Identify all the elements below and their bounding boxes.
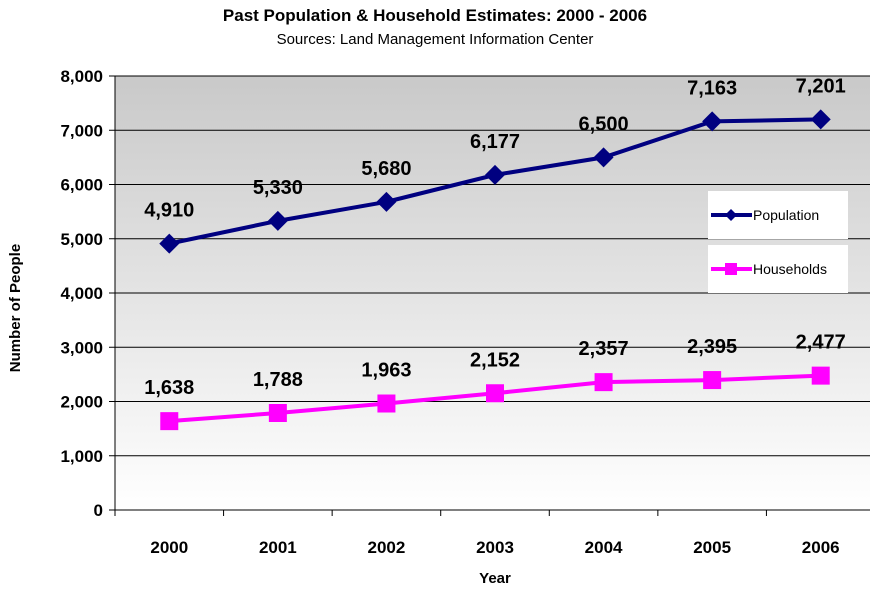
- population-point: [376, 191, 397, 212]
- x-tick-label: 2000: [150, 538, 188, 557]
- x-axis-label: Year: [479, 570, 511, 587]
- chart-subtitle: Sources: Land Management Information Cen…: [276, 31, 594, 48]
- population-data-label: 6,500: [579, 113, 629, 135]
- x-tick-label: 2002: [368, 538, 406, 557]
- legend-households-label: Households: [753, 261, 827, 277]
- x-tick-label: 2005: [693, 538, 731, 557]
- population-point: [159, 233, 180, 254]
- legend-population-marker: [725, 209, 737, 221]
- households-data-label: 2,395: [687, 336, 737, 358]
- y-tick-label: 8,000: [60, 67, 103, 86]
- households-point: [594, 373, 613, 392]
- households-data-label: 1,963: [361, 360, 411, 382]
- y-tick-label: 1,000: [60, 447, 103, 466]
- households-point: [811, 366, 830, 385]
- population-data-label: 7,201: [796, 75, 846, 97]
- households-data-label: 1,638: [144, 377, 194, 399]
- households-data-label: 2,152: [470, 349, 520, 371]
- households-data-label: 2,477: [796, 332, 846, 354]
- households-data-label: 2,357: [579, 338, 629, 360]
- y-tick-label: 2,000: [60, 393, 103, 412]
- population-data-label: 6,177: [470, 131, 520, 153]
- population-data-label: 5,680: [361, 158, 411, 180]
- y-tick-label: 5,000: [60, 230, 103, 249]
- households-data-label: 1,788: [253, 369, 303, 391]
- x-tick-label: 2003: [476, 538, 514, 557]
- households-point: [703, 371, 722, 390]
- y-tick-label: 4,000: [60, 284, 103, 303]
- x-tick-label: 2004: [585, 538, 623, 557]
- population-point: [810, 109, 831, 130]
- chart-title: Past Population & Household Estimates: 2…: [222, 6, 648, 25]
- population-data-label: 7,163: [687, 77, 737, 99]
- population-data-label: 4,910: [144, 200, 194, 222]
- households-point: [377, 394, 396, 413]
- population-point: [702, 111, 723, 132]
- y-tick-label: 6,000: [60, 176, 103, 195]
- households-point: [268, 404, 287, 423]
- population-point: [267, 210, 288, 231]
- population-point: [593, 147, 614, 168]
- legend-households-marker: [725, 263, 737, 275]
- y-tick-label: 3,000: [60, 338, 103, 357]
- x-tick-label: 2001: [259, 538, 297, 557]
- households-point: [486, 384, 504, 403]
- legend-population-label: Population: [753, 207, 819, 223]
- households-point: [160, 412, 179, 431]
- population-data-label: 5,330: [253, 177, 303, 199]
- x-tick-label: 2006: [802, 538, 840, 557]
- population-point: [485, 164, 505, 185]
- y-tick-label: 7,000: [60, 121, 103, 140]
- y-tick-label: 0: [94, 501, 103, 520]
